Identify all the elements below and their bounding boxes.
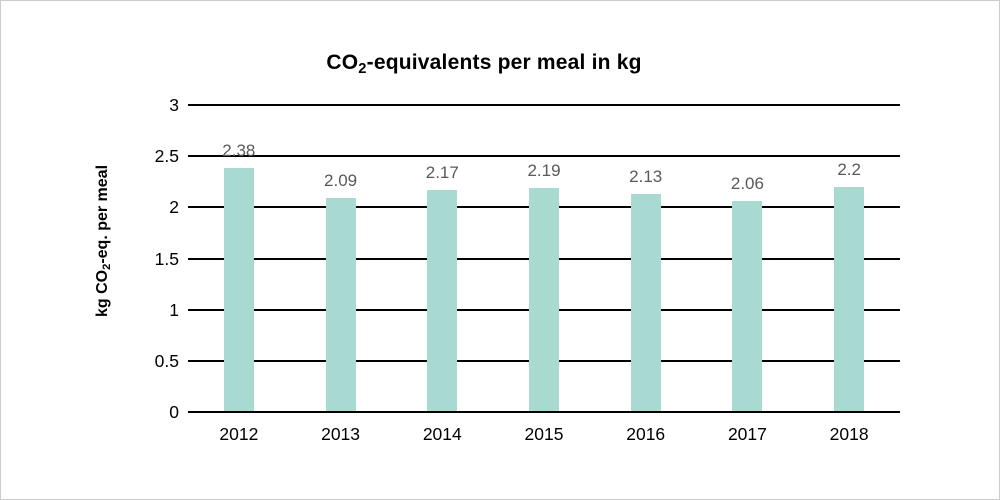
- bar-2014: [427, 189, 458, 412]
- chart-title: CO2-equivalents per meal in kg: [1, 51, 967, 78]
- bar-2016: [630, 194, 661, 412]
- y-tick-label: 0.5: [154, 350, 179, 371]
- x-tick-label: 2015: [524, 424, 564, 444]
- chart-title-suffix: -equivalents per meal in kg: [366, 51, 642, 74]
- chart-title-prefix: CO: [326, 51, 359, 74]
- bar-value-label: 2.09: [324, 171, 358, 191]
- y-tick-label: 3: [169, 95, 179, 115]
- gridline-2.5: [188, 155, 900, 158]
- bar-2013: [325, 198, 356, 412]
- x-tick-label: 2018: [829, 424, 869, 444]
- x-axis-line: [188, 411, 900, 413]
- bar-2018: [834, 186, 865, 412]
- y-tick-label: 2.5: [154, 146, 179, 167]
- chart-title-subscript: 2: [358, 61, 367, 78]
- y-tick-label: 1.5: [154, 248, 179, 269]
- bar-value-label: 2.06: [730, 174, 764, 194]
- bar-value-label: 2.38: [222, 141, 256, 161]
- bar-2012: [223, 168, 254, 412]
- bar-value-label: 2.13: [629, 167, 663, 187]
- y-tick-label: 1: [169, 299, 179, 320]
- bar-value-label: 2.17: [425, 162, 459, 182]
- bar-2017: [732, 201, 763, 412]
- y-tick-label: 2: [169, 197, 179, 218]
- x-tick-label: 2016: [626, 424, 666, 444]
- x-tick-label: 2017: [727, 424, 767, 444]
- x-tick-label: 2013: [321, 424, 361, 444]
- bar-value-label: 2.19: [527, 160, 561, 180]
- gridline-3: [188, 104, 900, 106]
- x-tick-label: 2014: [422, 424, 462, 444]
- bar-value-label: 2.2: [837, 159, 861, 179]
- bar-2015: [529, 187, 559, 412]
- x-tick-label: 2012: [219, 424, 259, 444]
- y-tick-label: 0: [169, 402, 179, 422]
